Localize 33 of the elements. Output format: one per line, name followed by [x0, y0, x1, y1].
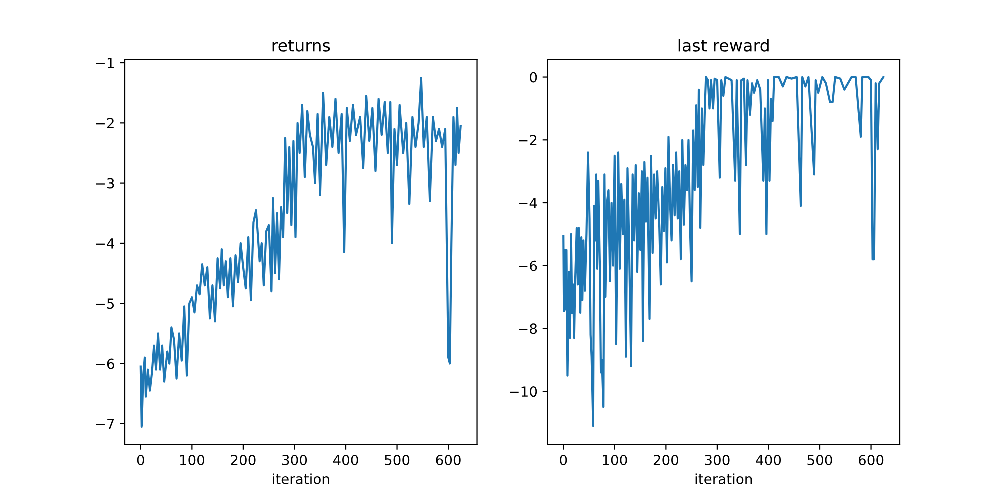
x-tick-label: 200 [231, 454, 256, 466]
line-series [562, 76, 885, 428]
chart-title: returns [272, 40, 330, 52]
x-tick-label: 600 [859, 454, 884, 466]
x-tick-label: 0 [137, 454, 144, 466]
x-tick-label: 300 [705, 454, 730, 466]
x-tick-label: 500 [385, 454, 410, 466]
x-axis-title: iteration [696, 474, 752, 484]
y-tick-label: −6 [96, 358, 114, 370]
y-tick-label: −4 [96, 238, 114, 249]
x-axis-title: iteration [273, 474, 330, 484]
y-tick-label: −10 [510, 386, 538, 398]
x-tick-label: 500 [808, 454, 832, 466]
x-tick-label: 0 [560, 454, 568, 466]
x-tick-label: 400 [756, 454, 782, 466]
x-tick-label: 400 [333, 454, 358, 466]
x-tick-label: 600 [436, 454, 461, 466]
y-tick-label: −4 [519, 198, 538, 208]
y-tick-label: −7 [96, 419, 114, 430]
line-series [140, 77, 462, 428]
y-tick-label: −6 [519, 260, 538, 272]
y-tick-label: −2 [96, 118, 114, 128]
y-tick-label: −2 [519, 135, 537, 146]
x-tick-label: 300 [282, 454, 308, 466]
y-tick-label: −3 [96, 178, 114, 189]
chart-title: last reward [678, 39, 769, 52]
y-tick-label: −1 [96, 58, 114, 68]
y-tick-label: 0 [530, 72, 538, 83]
x-tick-label: 100 [180, 454, 205, 466]
y-tick-label: −5 [96, 298, 114, 310]
x-tick-label: 200 [654, 454, 679, 466]
x-tick-label: 100 [603, 454, 628, 466]
y-tick-label: −8 [519, 324, 538, 334]
